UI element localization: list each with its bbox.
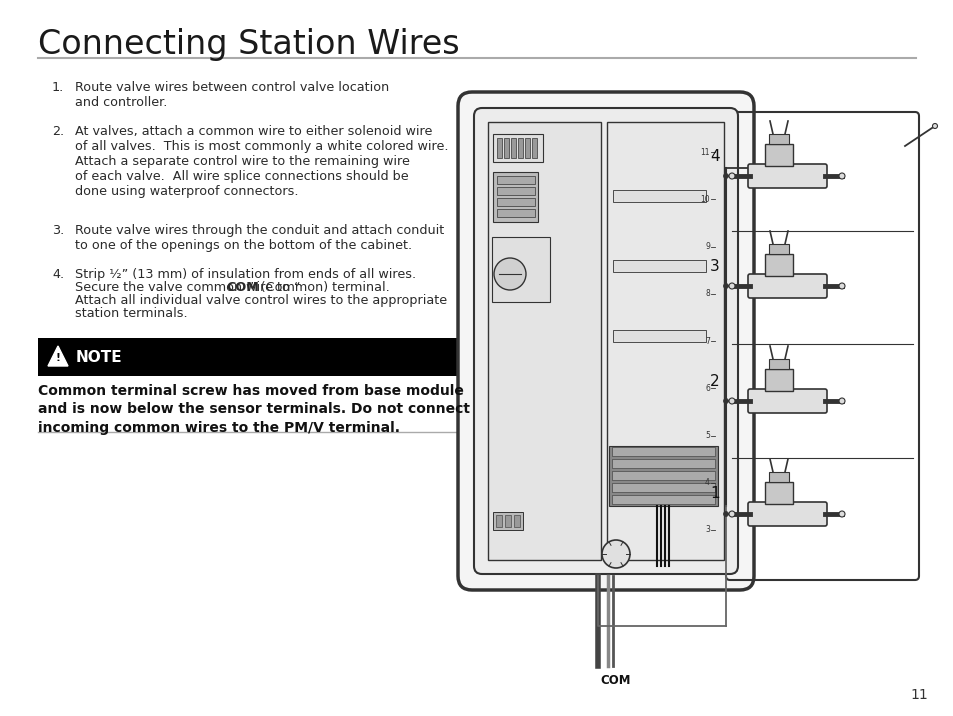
Bar: [497, 176, 535, 184]
Text: station terminals.: station terminals.: [75, 307, 188, 320]
Circle shape: [722, 511, 728, 516]
Text: 3.: 3.: [52, 224, 64, 237]
Bar: [612, 495, 714, 504]
Bar: [514, 515, 519, 527]
Bar: [609, 446, 718, 506]
Bar: [493, 172, 537, 222]
Bar: [768, 244, 788, 254]
Bar: [613, 190, 705, 202]
Bar: [504, 515, 511, 527]
Text: At valves, attach a common wire to either solenoid wire
of all valves.  This is : At valves, attach a common wire to eithe…: [75, 125, 448, 198]
Text: 1: 1: [710, 486, 720, 501]
Bar: [764, 369, 792, 391]
Text: 5: 5: [704, 431, 709, 440]
Bar: [524, 138, 530, 158]
Bar: [607, 122, 723, 560]
Bar: [517, 138, 522, 158]
Text: Attach all individual valve control wires to the appropriate: Attach all individual valve control wire…: [75, 294, 447, 307]
Bar: [488, 122, 600, 560]
Text: 2.: 2.: [52, 125, 64, 138]
FancyBboxPatch shape: [457, 92, 753, 590]
Text: 2: 2: [710, 374, 720, 389]
Text: 11: 11: [909, 688, 927, 702]
FancyBboxPatch shape: [747, 164, 826, 188]
Bar: [497, 138, 501, 158]
FancyBboxPatch shape: [747, 389, 826, 413]
Circle shape: [728, 398, 734, 404]
Polygon shape: [48, 346, 68, 366]
Circle shape: [728, 173, 734, 179]
Text: 6: 6: [704, 384, 709, 393]
Text: 3: 3: [704, 526, 709, 535]
Circle shape: [722, 399, 728, 404]
Bar: [612, 483, 714, 492]
Text: ” (Common) terminal.: ” (Common) terminal.: [250, 281, 390, 294]
Circle shape: [931, 123, 937, 128]
Text: Route valve wires through the conduit and attach conduit
to one of the openings : Route valve wires through the conduit an…: [75, 224, 444, 252]
Bar: [38, 338, 470, 376]
Circle shape: [494, 258, 525, 290]
Text: 1.: 1.: [52, 81, 64, 94]
Bar: [497, 209, 535, 217]
Circle shape: [722, 173, 728, 178]
Bar: [496, 515, 501, 527]
Circle shape: [838, 398, 844, 404]
Text: 4: 4: [710, 148, 720, 163]
Bar: [613, 330, 705, 342]
Text: 4.: 4.: [52, 268, 64, 281]
Text: COM: COM: [226, 281, 258, 294]
Text: Route valve wires between control valve location
and controller.: Route valve wires between control valve …: [75, 81, 389, 109]
Bar: [612, 471, 714, 480]
Text: Strip ½” (13 mm) of insulation from ends of all wires.: Strip ½” (13 mm) of insulation from ends…: [75, 268, 416, 281]
Circle shape: [728, 511, 734, 517]
Circle shape: [838, 283, 844, 289]
Circle shape: [728, 283, 734, 289]
Text: NOTE: NOTE: [76, 349, 123, 364]
Bar: [768, 134, 788, 144]
Text: 11: 11: [700, 147, 709, 157]
Bar: [768, 472, 788, 482]
Bar: [764, 482, 792, 504]
Text: Connecting Station Wires: Connecting Station Wires: [38, 28, 459, 61]
Bar: [612, 447, 714, 456]
FancyBboxPatch shape: [747, 502, 826, 526]
Bar: [613, 260, 705, 272]
Bar: [493, 512, 522, 530]
Text: Secure the valve common wire to “: Secure the valve common wire to “: [75, 281, 300, 294]
Bar: [497, 187, 535, 195]
Bar: [492, 237, 550, 302]
Bar: [532, 138, 537, 158]
Bar: [511, 138, 516, 158]
Circle shape: [838, 511, 844, 517]
Text: 9: 9: [704, 242, 709, 251]
Text: 4: 4: [704, 478, 709, 488]
Text: !: !: [55, 353, 60, 363]
Bar: [503, 138, 509, 158]
Text: COM: COM: [600, 674, 631, 687]
Bar: [768, 359, 788, 369]
Bar: [764, 254, 792, 276]
Circle shape: [838, 173, 844, 179]
Bar: [497, 198, 535, 206]
Text: 3: 3: [709, 258, 720, 274]
FancyBboxPatch shape: [474, 108, 738, 574]
Circle shape: [722, 284, 728, 289]
FancyBboxPatch shape: [747, 274, 826, 298]
Bar: [612, 459, 714, 468]
Text: 10: 10: [700, 195, 709, 204]
Bar: [764, 144, 792, 166]
Text: 8: 8: [704, 289, 709, 299]
Bar: [493, 134, 542, 162]
Text: Common terminal screw has moved from base module
and is now below the sensor ter: Common terminal screw has moved from bas…: [38, 384, 500, 435]
Circle shape: [601, 540, 629, 568]
Text: 7: 7: [704, 337, 709, 346]
